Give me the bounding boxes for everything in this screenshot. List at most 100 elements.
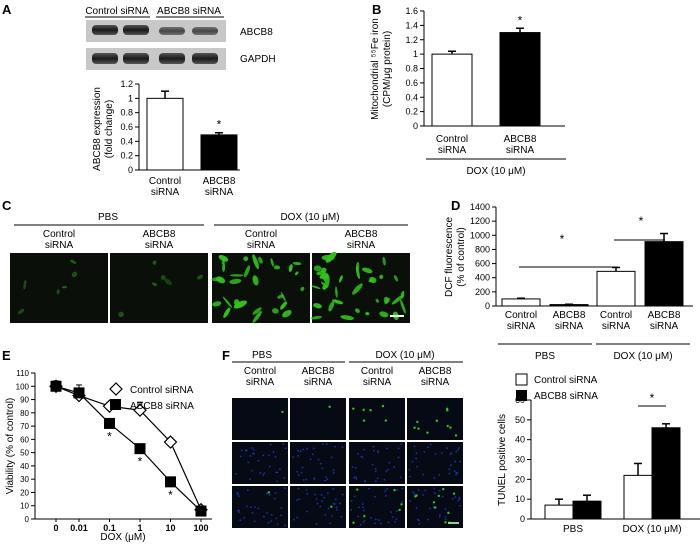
y-tick-label: 30 — [20, 475, 29, 484]
cell-blob — [375, 298, 380, 303]
cell-blob — [379, 311, 389, 318]
nucleus-dot — [282, 443, 285, 445]
nucleus-dot — [250, 506, 252, 509]
bar-control-sirna — [431, 53, 473, 127]
nucleus-dot — [394, 520, 397, 523]
blot-band — [92, 25, 118, 35]
cell-blob — [282, 309, 292, 318]
nucleus-dot — [341, 493, 344, 496]
y-tick-label: 0 — [520, 514, 525, 524]
nucleus-dot — [243, 517, 245, 519]
nucleus-dot — [245, 505, 248, 508]
nucleus-dot — [252, 448, 255, 451]
micrograph-tunel — [290, 442, 346, 484]
cell-blob — [391, 295, 404, 305]
nucleus-dot — [457, 499, 460, 502]
nucleus-dot — [334, 445, 336, 448]
cell-blob — [288, 264, 293, 273]
nucleus-dot — [401, 501, 403, 503]
tunel-dot — [435, 419, 439, 422]
significance-marker: * — [560, 232, 565, 246]
nucleus-dot — [396, 488, 398, 491]
nucleus-dot — [266, 511, 269, 514]
nucleus-dot — [306, 510, 308, 513]
nucleus-dot — [268, 493, 271, 496]
cell-blob — [71, 271, 78, 278]
nucleus-dot — [314, 493, 317, 496]
nucleus-dot — [422, 493, 425, 496]
y-tick-label: 0.6 — [405, 78, 418, 88]
nucleus-dot — [384, 489, 387, 492]
nucleus-dot — [270, 520, 272, 523]
y-tick-label: 1400 — [470, 202, 490, 212]
nucleus-dot — [453, 470, 456, 473]
nucleus-dot — [236, 493, 239, 496]
nucleus-dot — [397, 447, 400, 450]
nucleus-dot — [408, 468, 411, 471]
cell-blob — [382, 256, 386, 266]
nucleus-dot — [444, 516, 447, 518]
cell-blob — [70, 259, 77, 264]
nucleus-dot — [434, 492, 436, 494]
bar-abcb8-sirna — [572, 500, 602, 520]
data-point — [165, 476, 176, 488]
cell-blob — [252, 254, 259, 270]
blot-band — [92, 53, 118, 64]
cell-blob — [383, 296, 389, 304]
nucleus-dot — [340, 515, 343, 518]
y-tick-label: 0 — [485, 301, 490, 311]
group-label-dox: DOX (10 μM) — [280, 212, 339, 223]
nucleus-dot — [257, 459, 260, 462]
nucleus-dot — [324, 514, 327, 516]
x-tick-label: ABCB8 — [553, 310, 586, 321]
nucleus-dot — [245, 449, 248, 452]
nucleus-dot — [250, 447, 253, 449]
x-tick-label: 1 — [137, 523, 142, 533]
x-tick-label: 0.1 — [103, 523, 116, 533]
cell-blob — [61, 286, 67, 289]
nucleus-dot — [457, 448, 459, 451]
nucleus-dot — [417, 519, 420, 522]
cell-blob — [252, 311, 262, 323]
bar-control-sirna — [146, 97, 184, 171]
significance-marker: * — [138, 455, 143, 469]
nucleus-dot — [450, 452, 453, 455]
cell-blob — [379, 274, 384, 280]
nucleus-dot — [456, 472, 459, 474]
nucleus-dot — [459, 504, 462, 507]
y-tick-label: 1 — [413, 49, 418, 59]
tunel-dot — [381, 404, 385, 408]
nucleus-dot — [357, 452, 360, 455]
nucleus-dot — [253, 520, 256, 523]
y-tick-label: 50 — [20, 449, 29, 458]
nucleus-dot — [363, 519, 366, 522]
nucleus-dot — [413, 445, 416, 448]
significance-marker: * — [650, 391, 655, 405]
column-label: siRNA — [247, 240, 276, 251]
cell-blob — [252, 275, 259, 286]
x-tick-label: 10 — [165, 523, 175, 533]
tunel-dot — [416, 420, 419, 424]
nucleus-dot — [439, 514, 441, 516]
nucleus-dot — [334, 498, 337, 501]
nucleus-dot — [298, 474, 300, 476]
legend-marker-abcb8 — [110, 399, 121, 410]
nucleus-dot — [354, 466, 357, 469]
nucleus-dot — [331, 515, 334, 517]
cell-blob — [223, 307, 231, 318]
y-tick-label: 50 — [515, 415, 525, 425]
nucleus-dot — [306, 447, 309, 450]
nucleus-dot — [236, 491, 239, 494]
nucleus-dot — [373, 449, 375, 452]
bar-control-sirna — [623, 474, 653, 520]
y-tick-label: 1.2 — [405, 35, 418, 45]
x-tick-label: siRNA — [151, 187, 180, 198]
nucleus-dot — [372, 445, 375, 448]
nucleus-dot — [280, 507, 283, 510]
nucleus-dot — [315, 498, 318, 500]
western-blot: Control siRNA ABCB8 siRNA ABCB8 GAPDH — [85, 6, 276, 70]
blot-header-control: Control siRNA — [85, 6, 149, 17]
y-tick-label: 80 — [20, 409, 29, 418]
nucleus-dot — [276, 471, 279, 474]
